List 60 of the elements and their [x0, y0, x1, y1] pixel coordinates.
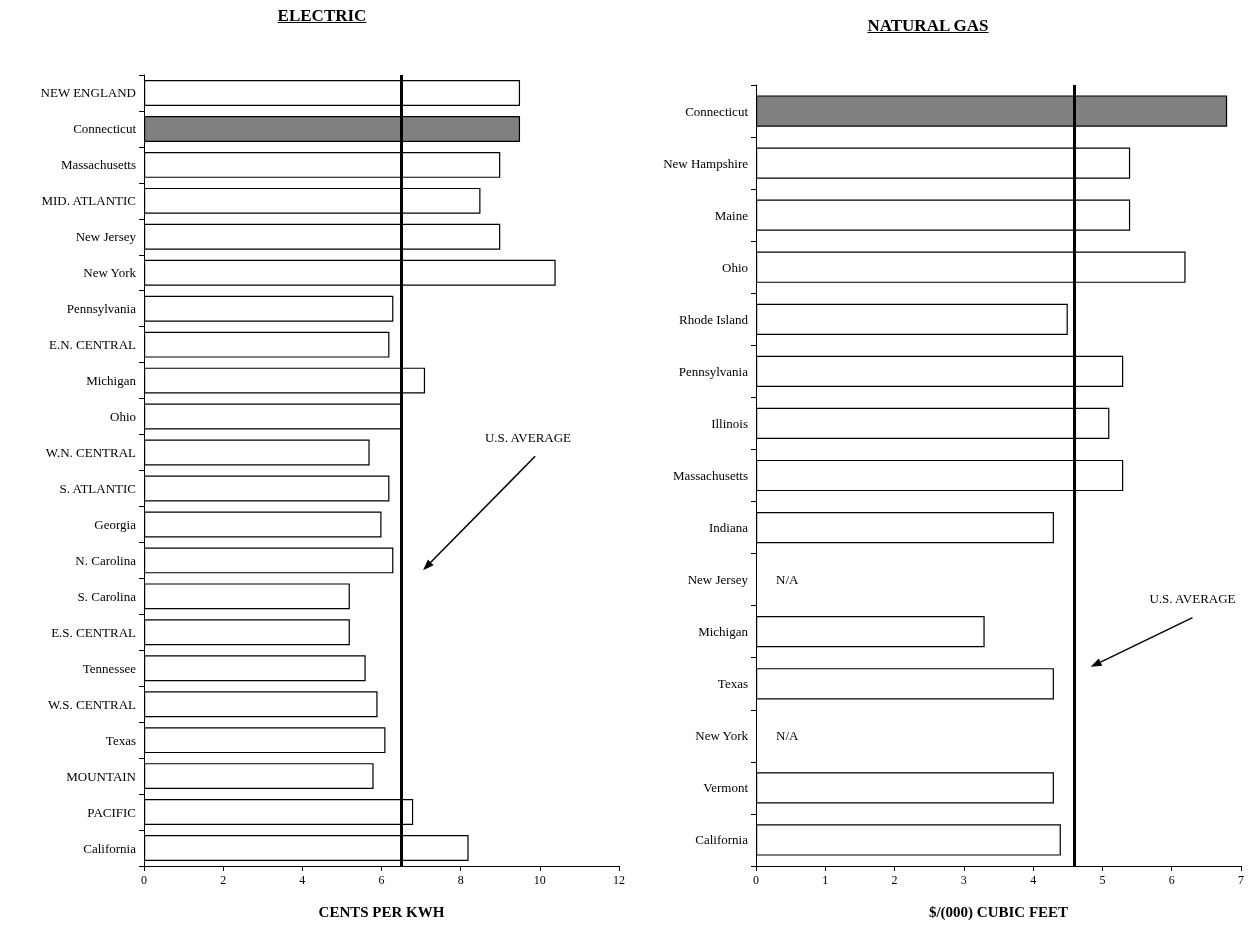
- x-tick-label: 1: [822, 873, 829, 887]
- x-tick-label: 3: [960, 873, 967, 887]
- y-tick-label: Tennessee: [82, 660, 137, 676]
- y-tick-label: E.N. CENTRAL: [48, 337, 137, 353]
- y-tick-label: Texas: [105, 732, 136, 748]
- x-axis-title: $/(000) CUBIC FEET: [928, 903, 1069, 921]
- y-tick-label: W.N. CENTRAL: [45, 445, 137, 461]
- x-tick-label: 6: [378, 873, 385, 887]
- x-tick-label: 12: [613, 873, 625, 887]
- y-tick-label: MOUNTAIN: [66, 768, 137, 784]
- y-tick-label: MID. ATLANTIC: [41, 193, 136, 209]
- y-tick-label: PACIFIC: [87, 804, 136, 820]
- y-tick-label: Indiana: [709, 520, 749, 536]
- y-tick-label: Massachusetts: [672, 468, 748, 483]
- y-tick-label: Massachusetts: [60, 157, 136, 173]
- x-tick-label: 4: [299, 873, 306, 887]
- y-tick-label: Maine: [714, 207, 749, 223]
- chart-title: NATURAL GAS: [866, 16, 990, 36]
- text: N/A: [776, 572, 799, 588]
- x-tick-label: 0: [753, 873, 759, 887]
- y-tick-label: S. Carolina: [77, 588, 137, 604]
- y-tick-label: New Hampshire: [663, 155, 749, 171]
- y-tick-label: Connecticut: [685, 103, 749, 119]
- y-tick-label: Vermont: [703, 780, 749, 796]
- y-tick-label: New Jersey: [75, 229, 137, 245]
- y-tick-label: E.S. CENTRAL: [51, 624, 137, 640]
- y-tick-label: New York: [83, 265, 137, 281]
- y-tick-label: Connecticut: [73, 121, 137, 137]
- x-tick-label: 2: [891, 873, 898, 887]
- text: N/A: [776, 728, 799, 744]
- ref-line-label: U.S. AVERAGE: [484, 429, 572, 445]
- y-tick-label: Michigan: [86, 373, 137, 389]
- y-tick-label: S. ATLANTIC: [59, 480, 136, 496]
- y-tick-label: Pennsylvania: [66, 301, 137, 317]
- y-tick-label: Pennsylvania: [678, 363, 749, 379]
- y-tick-label: Ohio: [110, 409, 136, 425]
- x-tick-label: 7: [1238, 873, 1244, 887]
- x-tick-label: 6: [1168, 873, 1175, 887]
- y-tick-label: Texas: [717, 676, 748, 692]
- y-tick-label: Georgia: [94, 516, 137, 532]
- y-tick-label: California: [83, 840, 137, 856]
- y-tick-label: New York: [695, 728, 749, 744]
- x-tick-label: 10: [533, 873, 546, 887]
- y-tick-label: Illinois: [711, 415, 748, 431]
- x-tick-label: 8: [457, 873, 464, 887]
- y-tick-label: New Jersey: [687, 572, 749, 588]
- y-tick-label: Michigan: [698, 624, 749, 640]
- y-tick-label: NEW ENGLAND: [40, 85, 136, 101]
- y-tick-label: Ohio: [722, 259, 748, 275]
- x-tick-label: 0: [141, 873, 147, 887]
- x-tick-label: 4: [1030, 873, 1037, 887]
- x-tick-label: 2: [220, 873, 227, 887]
- x-axis-title: CENTS PER KWH: [318, 903, 445, 920]
- y-tick-label: W.S. CENTRAL: [48, 696, 137, 712]
- y-tick-label: N. Carolina: [75, 552, 137, 568]
- y-tick-label: California: [695, 832, 749, 848]
- chart-title: ELECTRIC: [276, 6, 368, 26]
- y-tick-label: Rhode Island: [679, 311, 749, 327]
- x-tick-label: 5: [1099, 873, 1106, 887]
- ref-line-label: U.S. AVERAGE: [1149, 590, 1236, 606]
